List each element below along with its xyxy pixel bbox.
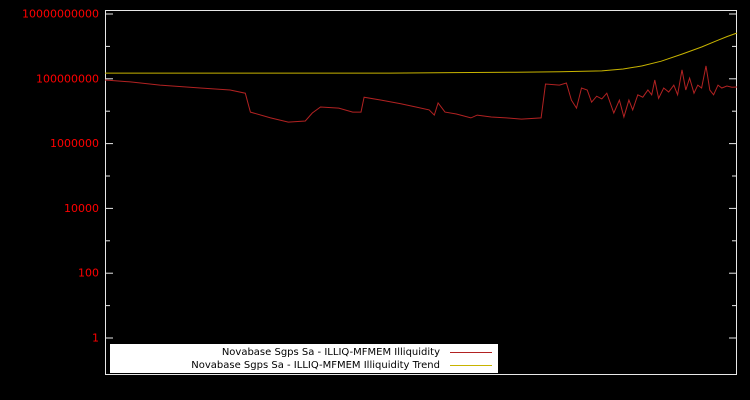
- y-tick-label: 10000: [64, 202, 99, 215]
- legend-line-sample-trend: [450, 364, 492, 366]
- series-lines: [104, 32, 738, 123]
- y-tick-label: 1000000: [50, 137, 99, 150]
- legend-item-illiquidity: Novabase Sgps Sa - ILLIQ-MFMEM Illiquidi…: [110, 346, 492, 359]
- plot-border: [105, 10, 737, 375]
- series-line-1: [105, 32, 738, 74]
- legend: Novabase Sgps Sa - ILLIQ-MFMEM Illiquidi…: [110, 344, 498, 373]
- legend-label-trend: Novabase Sgps Sa - ILLIQ-MFMEM Illiquidi…: [191, 359, 440, 371]
- series-line-0: [104, 65, 738, 123]
- y-tick-label: 100000000: [36, 72, 99, 85]
- y-axis-ticks: 10000000000 100000000 1000000 10000 100 1: [22, 8, 736, 345]
- legend-label-illiquidity: Novabase Sgps Sa - ILLIQ-MFMEM Illiquidi…: [221, 346, 440, 358]
- y-tick-label: 100: [78, 267, 99, 280]
- legend-item-trend: Novabase Sgps Sa - ILLIQ-MFMEM Illiquidi…: [110, 359, 492, 372]
- y-tick-label: 10000000000: [22, 8, 99, 21]
- legend-line-sample-illiquidity: [450, 351, 492, 353]
- y-tick-label: 1: [92, 332, 99, 345]
